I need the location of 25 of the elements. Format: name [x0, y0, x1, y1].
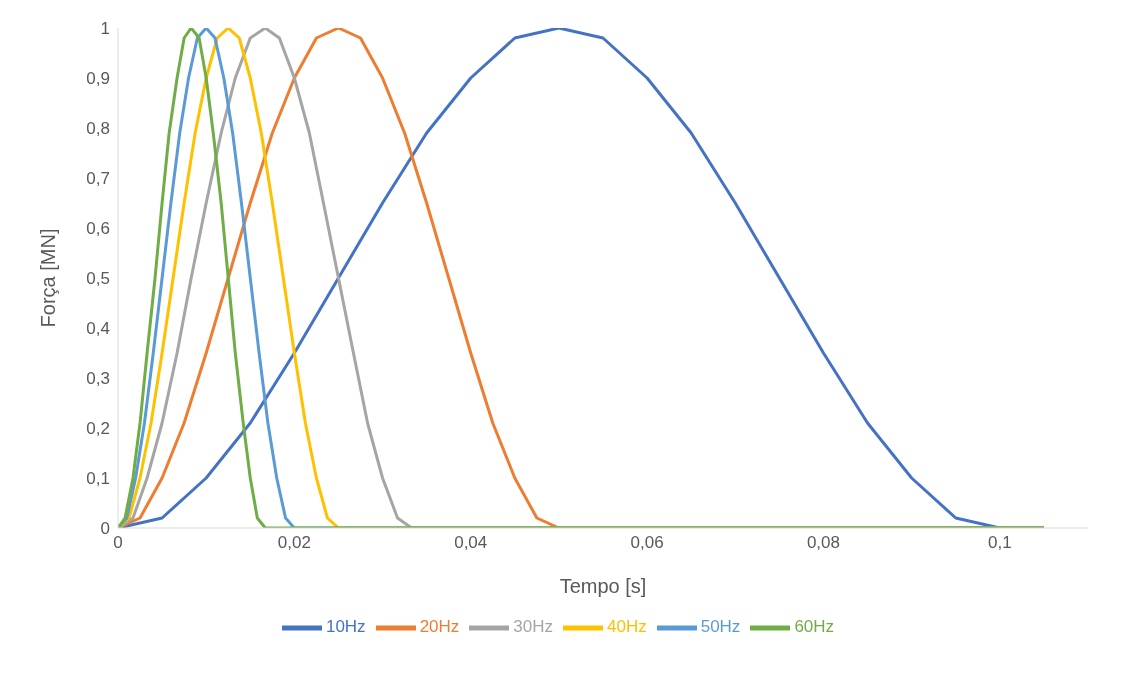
legend-label: 30Hz [513, 617, 553, 637]
y-tick-label: 1 [100, 19, 110, 39]
y-tick-label: 0,9 [86, 69, 110, 89]
x-axis-title: Tempo [s] [559, 575, 647, 597]
y-tick-label: 0,4 [86, 319, 110, 339]
x-tick-label: 0,08 [806, 533, 840, 553]
y-tick-label: 0,3 [86, 369, 110, 389]
y-tick-label: 0,6 [86, 219, 110, 239]
y-tick-label: 0,8 [86, 119, 110, 139]
y-tick-label: 0,7 [86, 169, 110, 189]
x-tick-label: 0,04 [454, 533, 488, 553]
y-tick-label: 0 [100, 519, 110, 539]
y-tick-label: 0,2 [86, 419, 110, 439]
legend-label: 50Hz [700, 617, 741, 637]
legend-label: 40Hz [607, 617, 647, 637]
y-tick-label: 0,1 [86, 469, 110, 489]
y-axis-title: Força [MN] [37, 228, 60, 328]
x-tick-label: 0 [113, 533, 123, 553]
x-tick-label: 0,06 [630, 533, 664, 553]
legend-label: 20Hz [419, 617, 460, 637]
x-tick-label: 0,02 [277, 533, 311, 553]
legend-label: 10Hz [325, 617, 366, 637]
y-tick-label: 0,5 [86, 269, 110, 289]
x-tick-label: 0,1 [988, 533, 1012, 553]
legend-label: 60Hz [794, 617, 835, 637]
